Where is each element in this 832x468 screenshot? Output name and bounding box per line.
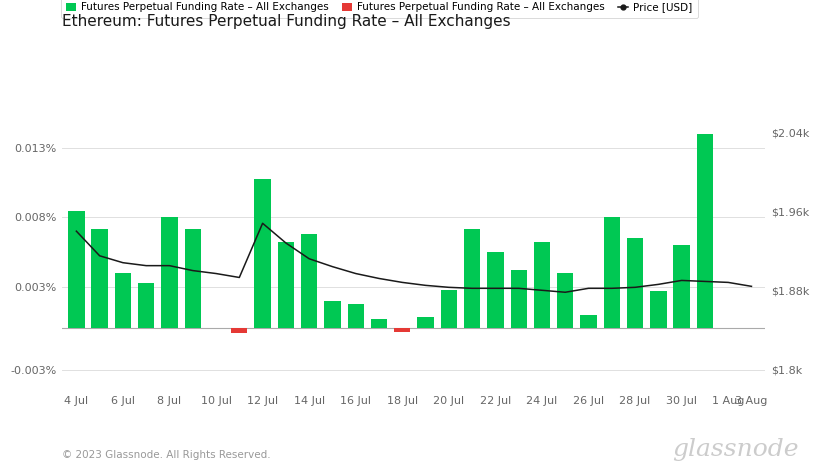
Bar	[441, 290, 457, 329]
Bar	[138, 283, 155, 329]
Bar	[627, 238, 643, 329]
Bar	[231, 329, 247, 333]
Bar	[464, 228, 480, 329]
Bar	[488, 252, 503, 329]
Bar	[394, 329, 410, 332]
Bar	[581, 314, 597, 329]
Bar	[534, 242, 550, 329]
Bar	[68, 211, 85, 329]
Bar	[255, 179, 270, 329]
Bar	[557, 273, 573, 329]
Bar	[604, 218, 620, 329]
Bar	[301, 234, 317, 329]
Bar	[650, 291, 666, 329]
Text: © 2023 Glassnode. All Rights Reserved.: © 2023 Glassnode. All Rights Reserved.	[62, 450, 271, 460]
Bar	[92, 228, 108, 329]
Bar	[511, 270, 527, 329]
Bar	[673, 245, 690, 329]
Bar	[115, 273, 131, 329]
Bar	[185, 228, 201, 329]
Bar	[324, 300, 340, 329]
Legend: Futures Perpetual Funding Rate – All Exchanges, Futures Perpetual Funding Rate –: Futures Perpetual Funding Rate – All Exc…	[61, 0, 697, 18]
Text: Ethereum: Futures Perpetual Funding Rate – All Exchanges: Ethereum: Futures Perpetual Funding Rate…	[62, 14, 511, 29]
Bar	[371, 319, 387, 329]
Text: glassnode: glassnode	[672, 438, 799, 461]
Bar	[418, 317, 433, 329]
Bar	[348, 304, 364, 329]
Bar	[161, 218, 178, 329]
Bar	[278, 242, 294, 329]
Bar	[696, 134, 713, 329]
